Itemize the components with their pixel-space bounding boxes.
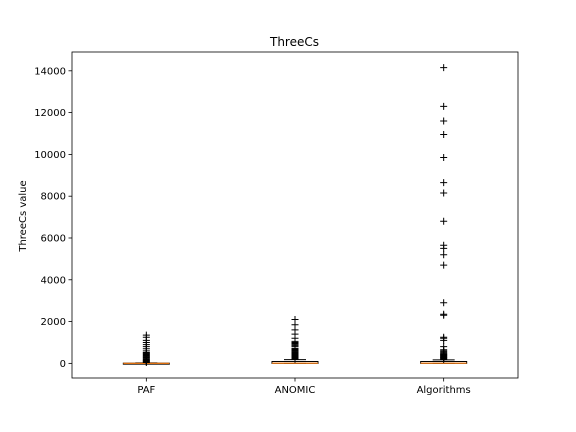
outlier-point xyxy=(440,241,448,249)
x-tick-label: PAF xyxy=(137,385,155,396)
outlier-point xyxy=(440,333,448,341)
chart-title: ThreeCs xyxy=(269,35,319,49)
outlier-point xyxy=(440,310,448,318)
y-tick-label: 14000 xyxy=(34,66,66,77)
x-tick-label: ANOMIC xyxy=(275,385,316,396)
outlier-point xyxy=(440,189,448,197)
y-tick-label: 10000 xyxy=(34,150,66,161)
outlier-point xyxy=(440,251,448,259)
outlier-point xyxy=(440,102,448,110)
outlier-point xyxy=(440,131,448,139)
y-tick-label: 12000 xyxy=(34,108,66,119)
y-axis-label: ThreeCs value xyxy=(18,180,29,252)
outlier-point xyxy=(440,154,448,162)
outlier-point xyxy=(440,179,448,187)
outlier-point xyxy=(440,343,448,351)
outlier-point xyxy=(440,117,448,125)
y-tick-label: 0 xyxy=(60,359,66,370)
outlier-point xyxy=(440,299,448,307)
y-tick-label: 2000 xyxy=(41,317,66,328)
plot-area: 0 2000 4000 6000 8000 10000 12000 14000 PAF ANOMI… xyxy=(34,51,519,396)
y-tick-label: 4000 xyxy=(41,275,66,286)
y-tick-label: 8000 xyxy=(41,192,66,203)
y-tick-label: 6000 xyxy=(41,233,66,244)
outlier-point xyxy=(440,64,448,72)
outlier-point xyxy=(440,261,448,269)
outlier-point xyxy=(142,331,150,339)
outlier-point xyxy=(291,315,299,323)
x-tick-label: Algorithms xyxy=(417,385,471,396)
outlier-point xyxy=(440,217,448,225)
